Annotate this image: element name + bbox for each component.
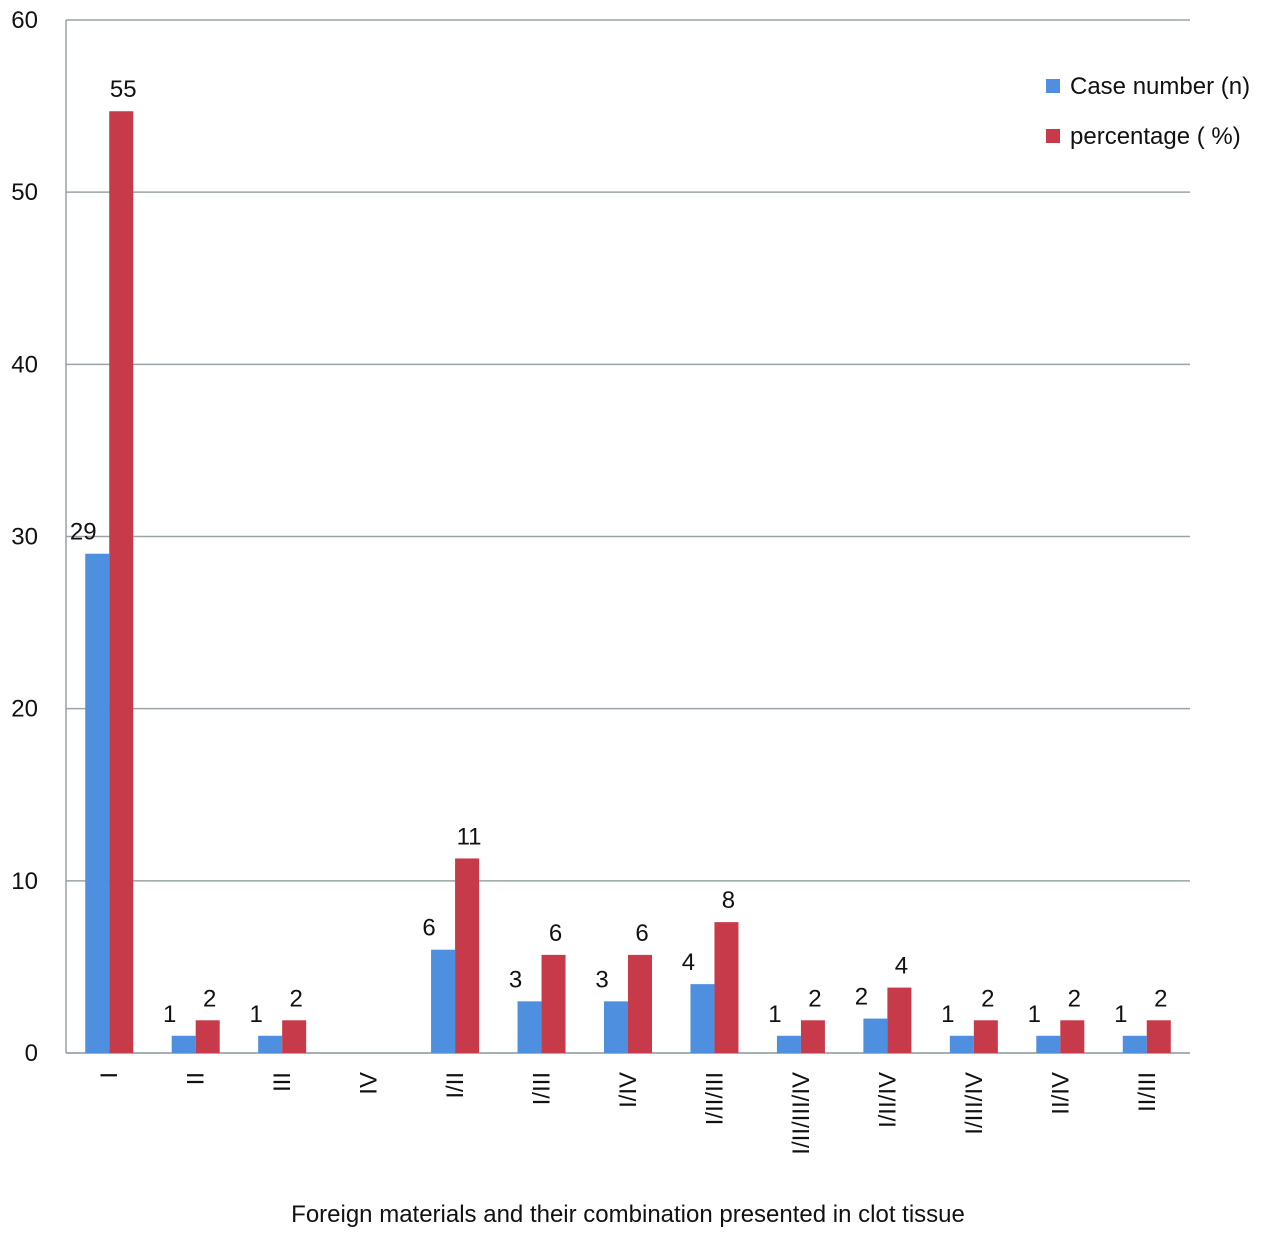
y-tick-label: 0 — [25, 1040, 38, 1067]
data-label: 2 — [855, 984, 868, 1011]
x-tick-label: I/IV — [615, 1072, 642, 1108]
data-label: 6 — [422, 915, 435, 942]
bar-series-2 — [282, 1020, 307, 1053]
bar-series-1 — [1122, 1035, 1147, 1053]
data-label: 6 — [549, 920, 562, 947]
legend-label: percentage ( %) — [1070, 123, 1241, 150]
x-tick-label: I/II/III/IV — [788, 1072, 815, 1155]
x-tick-label: I/II/III — [701, 1072, 728, 1125]
data-label: 11 — [457, 823, 482, 850]
bar-series-2 — [541, 954, 566, 1053]
data-label: 4 — [895, 953, 908, 980]
bar-series-1 — [776, 1035, 801, 1053]
bar-series-1 — [258, 1035, 283, 1053]
data-label: 8 — [722, 887, 735, 914]
data-label: 1 — [768, 1001, 781, 1028]
data-label: 2 — [289, 985, 302, 1012]
data-label: 2 — [1154, 985, 1167, 1012]
y-tick-label: 40 — [11, 351, 38, 378]
data-label: 2 — [1068, 985, 1081, 1012]
legend-swatch — [1046, 79, 1060, 93]
bar-series-2 — [1146, 1020, 1171, 1053]
bar-series-2 — [800, 1020, 825, 1053]
bar-series-2 — [887, 987, 912, 1053]
data-label: 55 — [110, 76, 137, 103]
bar-series-1 — [863, 1018, 888, 1053]
bar-series-1 — [517, 1001, 542, 1053]
data-label: 6 — [635, 920, 648, 947]
bar-series-2 — [628, 954, 652, 1053]
x-tick-label: I/III — [529, 1072, 556, 1105]
x-tick-label: II/III — [1134, 1072, 1161, 1112]
bar-series-1 — [431, 949, 456, 1053]
bar-series-2 — [195, 1020, 220, 1053]
gridlines — [65, 19, 1190, 1054]
x-tick-label: II — [183, 1072, 210, 1085]
x-axis-title: Foreign materials and their combination … — [291, 1201, 965, 1228]
bars — [85, 111, 1171, 1053]
bar-series-2 — [973, 1020, 998, 1053]
y-axis-ticks: 0 10 20 30 40 50 60 — [11, 7, 38, 1067]
legend: Case number (n) percentage ( %) — [1046, 73, 1250, 150]
data-label: 1 — [1028, 1001, 1041, 1028]
bar-series-2 — [109, 111, 134, 1053]
y-tick-label: 20 — [11, 696, 38, 723]
data-label: 1 — [1114, 1001, 1127, 1028]
data-label: 29 — [70, 519, 97, 546]
data-label: 1 — [941, 1001, 954, 1028]
bar-series-2 — [714, 922, 739, 1053]
data-label: 1 — [163, 1001, 176, 1028]
data-label: 2 — [808, 985, 821, 1012]
data-label: 2 — [981, 985, 994, 1012]
bar-series-1 — [85, 553, 110, 1053]
x-tick-label: II/IV — [1047, 1072, 1074, 1115]
legend-swatch — [1046, 129, 1060, 143]
bar-series-2 — [455, 858, 480, 1053]
x-axis-ticks: I II III IV I/II I/III I/IV I/II/III I/II/III/IV… — [96, 1072, 1161, 1155]
x-tick-label: I/II/IV — [874, 1072, 901, 1128]
y-tick-label: 50 — [11, 179, 38, 206]
data-label: 1 — [249, 1001, 262, 1028]
bar-series-1 — [171, 1035, 196, 1053]
x-tick-label: I/III/IV — [961, 1072, 988, 1135]
data-label: 4 — [682, 949, 695, 976]
bar-series-1 — [1036, 1035, 1061, 1053]
x-tick-label: I — [96, 1072, 123, 1079]
x-tick-label: III — [269, 1072, 296, 1092]
data-label: 3 — [595, 966, 608, 993]
data-label: 3 — [509, 966, 522, 993]
bar-series-1 — [604, 1001, 628, 1053]
bar-series-1 — [690, 984, 715, 1053]
data-label: 2 — [203, 985, 216, 1012]
x-tick-label: IV — [356, 1072, 383, 1095]
y-tick-label: 30 — [11, 524, 38, 551]
bar-series-1 — [949, 1035, 974, 1053]
legend-label: Case number (n) — [1070, 73, 1250, 100]
bar-series-2 — [1060, 1020, 1085, 1053]
y-tick-label: 10 — [11, 868, 38, 895]
x-tick-label: I/II — [442, 1072, 469, 1099]
y-tick-label: 60 — [11, 7, 38, 34]
